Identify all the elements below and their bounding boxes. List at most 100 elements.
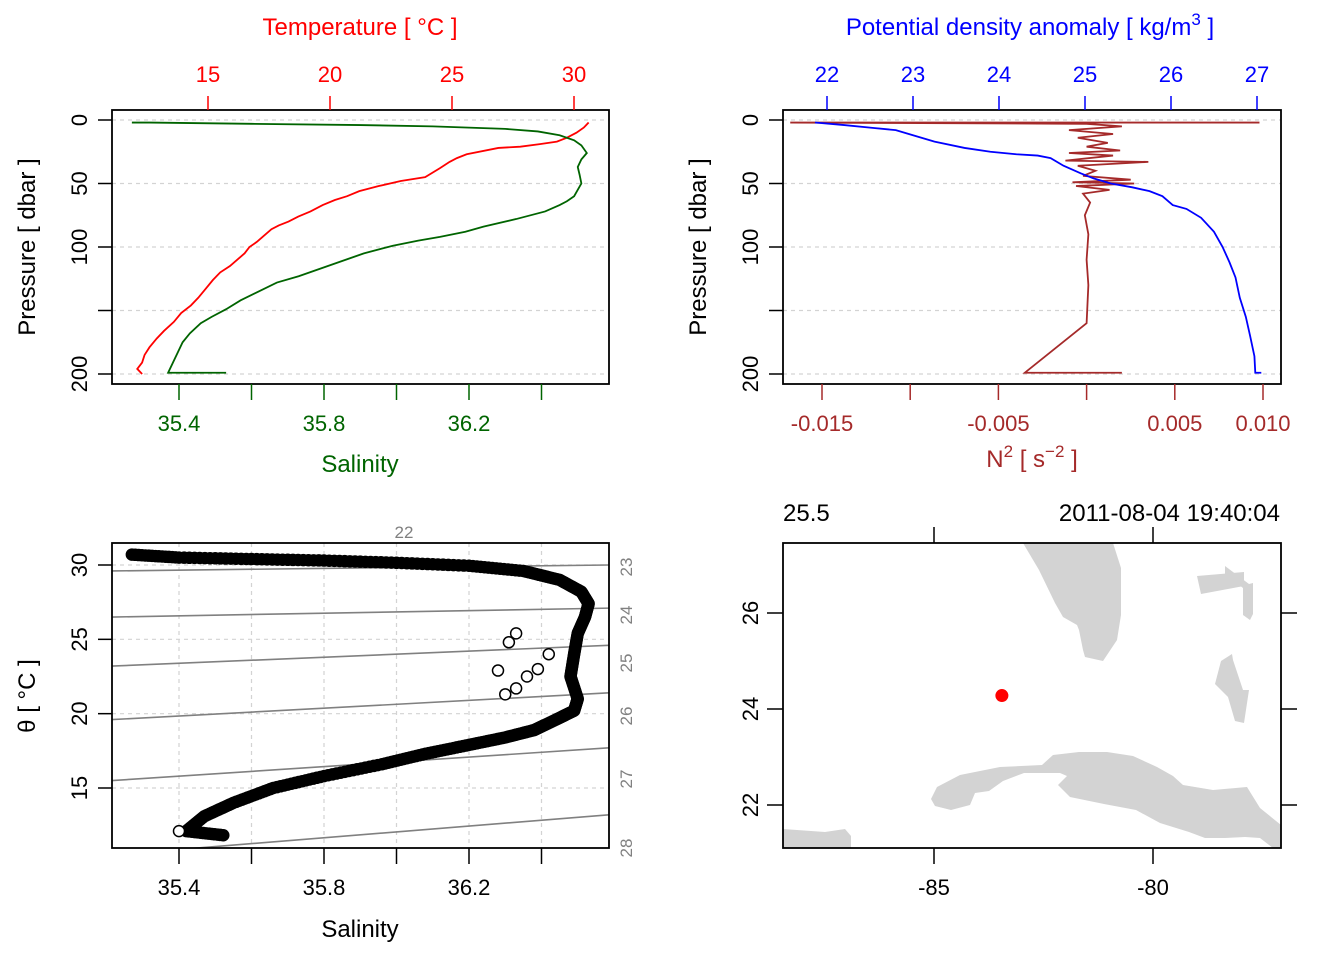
latitude-tick-label: 24: [738, 697, 763, 721]
y-tick-label: 50: [738, 171, 763, 195]
y-tick-label: 20: [67, 701, 92, 725]
y-tick-label: 0: [67, 114, 92, 126]
n2-axis-label-unit: [ s: [1013, 446, 1045, 473]
grid: [112, 543, 609, 848]
theta-axis-label: θ [ °C ]: [14, 659, 41, 733]
n2-axis-label-sup: 2: [1004, 442, 1013, 461]
density-tick-label: 23: [901, 62, 925, 87]
grid: [783, 119, 1281, 375]
y-tick-label: 100: [67, 229, 92, 266]
ts-point-open: [520, 670, 534, 683]
longitude-tick-label: -80: [1137, 875, 1169, 900]
isopycnal-label: 24: [617, 606, 636, 625]
x-tick-label: 35.8: [303, 875, 346, 900]
n2-profile-line: [790, 121, 1260, 374]
coastline: [783, 543, 1281, 848]
pressure-axis-label: Pressure [ dbar ]: [14, 158, 41, 335]
density-profile-line: [814, 121, 1262, 374]
axes: 0 50 100 200 15 20 25 30 35.4 35.8 36.2: [67, 62, 586, 436]
density-axis-label: Potential density anomaly [ kg/m3 ]: [846, 10, 1214, 41]
ts-point-open: [509, 627, 523, 640]
longitude-tick-label: -85: [918, 875, 950, 900]
plot-area: [131, 121, 590, 375]
density-tick-label: 27: [1245, 62, 1269, 87]
x-tick-label: 35.4: [158, 875, 201, 900]
land-cuba: [931, 752, 1281, 848]
salinity-axis-label: Salinity: [321, 451, 398, 478]
y-tick-label: 100: [738, 229, 763, 266]
land-bahamas-east: [1225, 566, 1253, 620]
isopycnal-label: 28: [617, 839, 636, 858]
station-marker[interactable]: [995, 689, 1009, 703]
land-yucatan: [783, 829, 851, 848]
salinity-tick-label: 36.2: [448, 411, 491, 436]
ts-point-open: [172, 824, 186, 838]
latitude-tick-label: 22: [738, 793, 763, 817]
salinity-profile-line: [131, 121, 588, 374]
isopycnal-line: [187, 813, 609, 848]
temperature-axis-label: Temperature [ °C ]: [263, 14, 458, 41]
salinity-axis-label: Salinity: [321, 916, 398, 943]
density-tick-label: 25: [1073, 62, 1097, 87]
density-tick-label: 24: [987, 62, 1011, 87]
panel-ts-diagram: 35.4 35.8 36.2 15 20 25 30 22 23 24 25 26 27 28 Salin…: [14, 523, 636, 943]
n2-axis-label-n: N: [986, 446, 1003, 473]
ts-point-open: [531, 662, 545, 676]
land-florida: [1023, 543, 1121, 661]
map-title-right: 2011-08-04 19:40:04: [1059, 500, 1280, 527]
temperature-tick-label: 20: [318, 62, 342, 87]
n2-tick-label: -0.005: [967, 411, 1029, 436]
plot-frame: [111, 542, 610, 849]
y-tick-label: 15: [67, 776, 92, 800]
y-tick-label: 25: [67, 627, 92, 651]
salinity-tick-label: 35.4: [158, 411, 201, 436]
density-axis-label-close: ]: [1201, 14, 1214, 41]
axes: 35.4 35.8 36.2 15 20 25 30 22 23 24 25 26 27 28: [67, 523, 636, 900]
ts-point: [217, 829, 230, 842]
n2-tick-label: -0.015: [791, 411, 853, 436]
y-tick-label: 50: [67, 171, 92, 195]
axes: 0 50 100 200 22 23 24 25 26 27 -0.015 -0.005 0.005 0.…: [738, 62, 1291, 436]
ts-point-open: [499, 688, 512, 701]
ts-point-open: [491, 664, 505, 677]
density-axis-label-text: Potential density anomaly [ kg/m: [846, 14, 1192, 41]
isopycnal-label: 23: [617, 558, 636, 577]
isopycnal-line: [112, 692, 609, 721]
isopycnal-label: 25: [617, 654, 636, 673]
y-tick-label: 200: [67, 356, 92, 393]
x-tick-label: 36.2: [448, 875, 491, 900]
n2-tick-label: 0.010: [1235, 411, 1290, 436]
panel-station-map: -85 -80 22 24 26 25.5 2011-08-04 19:40:04: [738, 500, 1297, 900]
n2-axis-label: N2 [ s−2 ]: [986, 442, 1078, 473]
isopycnal-lines: [112, 564, 609, 848]
latitude-tick-label: 26: [738, 601, 763, 625]
panel-temperature-salinity-profile: 0 50 100 200 15 20 25 30 35.4 35.8 36.2 Temperatur…: [14, 14, 610, 478]
ts-point-open: [509, 682, 523, 695]
plot-frame: [782, 542, 1282, 849]
n2-tick-label: 0.005: [1147, 411, 1202, 436]
map-title-left: 25.5: [783, 500, 830, 527]
temperature-tick-label: 30: [562, 62, 586, 87]
density-axis-label-sup: 3: [1191, 10, 1200, 29]
isopycnal-label: 22: [395, 523, 414, 542]
isopycnal-line: [112, 644, 609, 667]
density-tick-label: 22: [815, 62, 839, 87]
land-andros: [1215, 654, 1249, 723]
ts-point-open: [542, 647, 555, 661]
isopycnal-line: [112, 607, 609, 618]
grid: [112, 119, 609, 375]
y-tick-label: 0: [738, 114, 763, 126]
plot-area: [790, 121, 1262, 374]
temperature-tick-label: 25: [440, 62, 464, 87]
ts-point-open: [502, 636, 516, 649]
isopycnal-label: 27: [617, 770, 636, 789]
temperature-profile-line: [136, 121, 590, 375]
pressure-axis-label: Pressure [ dbar ]: [685, 158, 712, 335]
temperature-tick-label: 15: [196, 62, 220, 87]
n2-axis-label-unit-sup: −2: [1045, 442, 1064, 461]
salinity-tick-label: 35.8: [303, 411, 346, 436]
y-tick-label: 30: [67, 553, 92, 577]
isopycnal-label: 26: [617, 707, 636, 726]
